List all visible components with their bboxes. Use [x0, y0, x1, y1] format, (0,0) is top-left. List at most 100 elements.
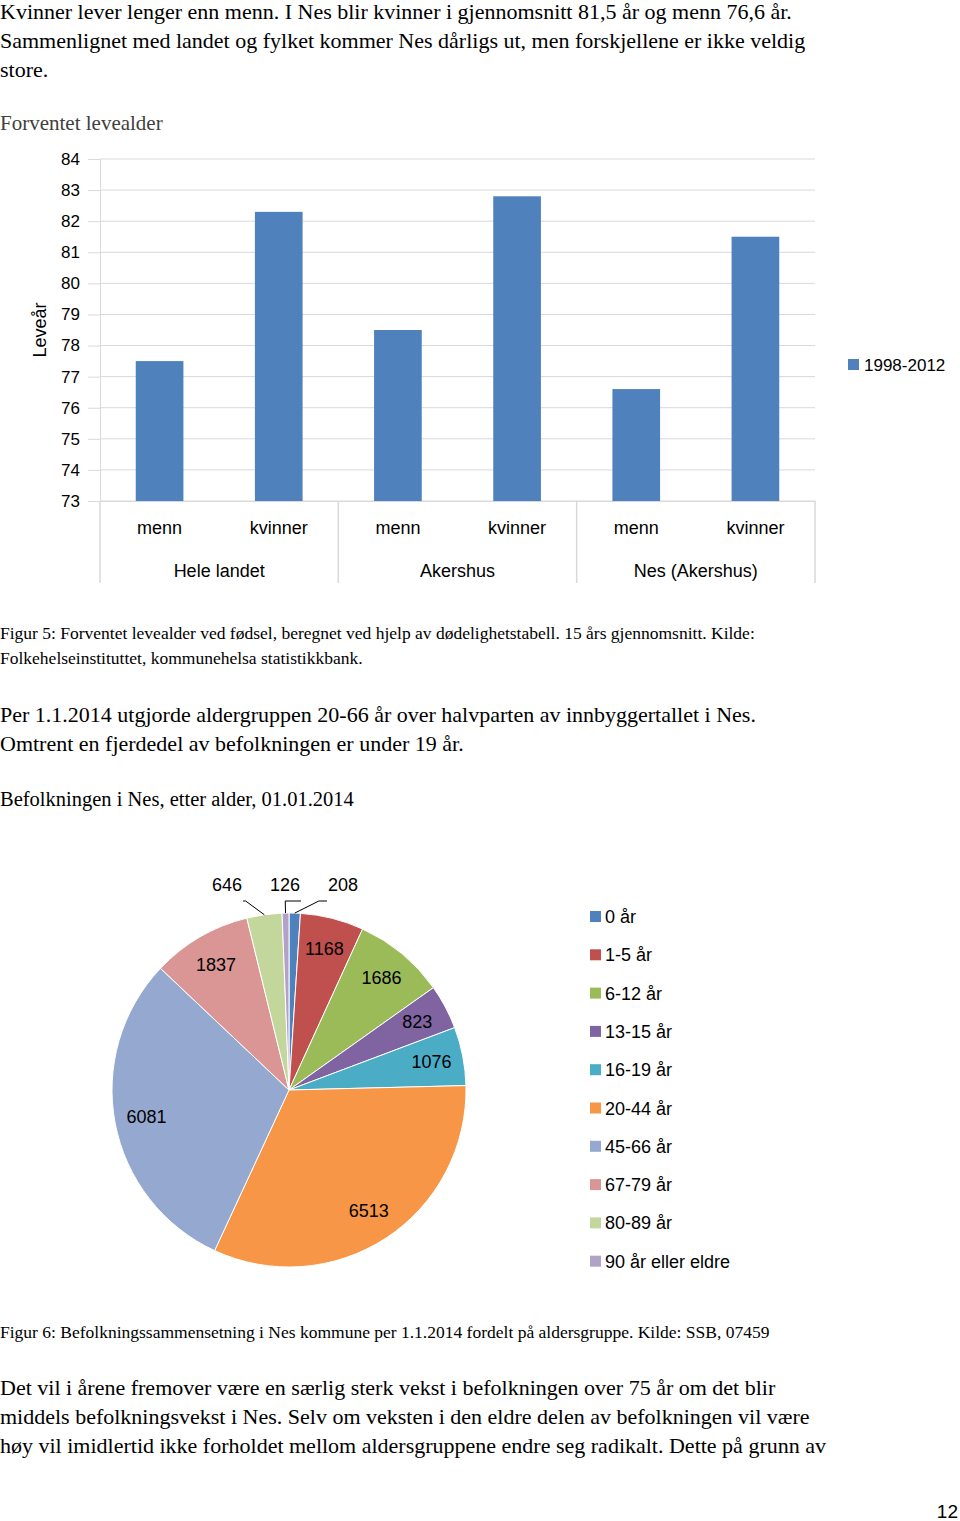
- pie-slice: [289, 1028, 466, 1090]
- grid-line: [100, 407, 815, 408]
- legend-label: 20-44 år: [605, 1099, 672, 1119]
- data-label: 1076: [411, 1052, 451, 1072]
- data-label: 6513: [349, 1201, 389, 1221]
- grid-line: [100, 438, 815, 439]
- data-label: 646: [212, 875, 242, 895]
- paragraph-line: middels befolkningsvekst i Nes. Selv om …: [0, 1404, 810, 1429]
- caption-line: Figur 6: Befolkningssammensetning i Nes …: [0, 1322, 770, 1342]
- legend-swatch: [848, 359, 859, 370]
- legend-swatch: [590, 1141, 601, 1152]
- y-tick-label: 78: [61, 336, 80, 355]
- y-axis-title: Leveår: [30, 302, 50, 357]
- x-tick: menn: [614, 501, 659, 538]
- chart-title: Befolkningen i Nes, etter alder, 01.01.2…: [0, 788, 354, 811]
- y-tick: 75: [61, 430, 100, 449]
- y-tick-mark: [88, 159, 100, 160]
- paragraph-line: Sammenlignet med landet og fylket kommer…: [0, 28, 805, 53]
- data-label: 823: [402, 1012, 432, 1032]
- y-tick: 79: [61, 305, 100, 324]
- legend-swatch: [590, 1256, 601, 1267]
- legend: 0 år1-5 år6-12 år13-15 år16-19 år20-44 å…: [590, 907, 730, 1272]
- grid-line: [100, 314, 815, 315]
- grid-line: [100, 469, 815, 470]
- y-tick: 76: [61, 399, 100, 418]
- x-tick: menn: [137, 501, 182, 538]
- grid-line: [100, 345, 815, 346]
- page-number: 12: [937, 1501, 958, 1521]
- paragraph-line: Per 1.1.2014 utgjorde aldergruppen 20-66…: [0, 702, 756, 727]
- legend-label: 67-79 år: [605, 1175, 672, 1195]
- legend-swatch: [590, 1026, 601, 1037]
- legend-swatch: [590, 911, 601, 922]
- y-tick-mark: [88, 377, 100, 378]
- grid-line: [100, 221, 815, 222]
- legend-swatch: [590, 1217, 601, 1228]
- y-tick: 73: [61, 492, 100, 511]
- caption-line: Folkehelseinstituttet, kommunehelsa stat…: [0, 648, 363, 668]
- bar: [732, 237, 780, 501]
- grid-line: [100, 501, 815, 502]
- grid-line: [100, 190, 815, 191]
- group-label: Hele landet: [174, 561, 265, 581]
- legend-label: 6-12 år: [605, 984, 662, 1004]
- legend-swatch: [590, 988, 601, 999]
- y-tick: 80: [61, 274, 100, 293]
- y-tick-mark: [88, 408, 100, 409]
- y-tick-label: 77: [61, 368, 80, 387]
- y-tick-label: 74: [61, 461, 80, 480]
- legend-swatch: [590, 1103, 601, 1114]
- pie-labels: 116816868231076651360811837646126208: [126, 875, 451, 1221]
- x-tick-label: kvinner: [488, 518, 546, 538]
- y-tick-label: 84: [61, 150, 80, 169]
- y-tick: 78: [61, 336, 100, 355]
- grid: [100, 159, 815, 501]
- legend-swatch: [590, 1179, 601, 1190]
- y-tick-mark: [88, 221, 100, 222]
- x-tick-label: kvinner: [250, 518, 308, 538]
- y-tick: 83: [61, 181, 100, 200]
- page: Kvinner lever lenger enn menn. I Nes bli…: [0, 0, 960, 1521]
- group-separator: [99, 501, 101, 583]
- y-tick-mark: [88, 470, 100, 471]
- group-separator: [338, 501, 340, 583]
- legend-label: 1998-2012: [864, 356, 945, 375]
- x-tick: kvinner: [726, 501, 784, 538]
- data-label: 126: [270, 875, 300, 895]
- pie-slice: [282, 913, 289, 1090]
- group-separator: [576, 501, 578, 583]
- x-tick-label: kvinner: [726, 518, 784, 538]
- x-tick-label: menn: [375, 518, 420, 538]
- x-tick: kvinner: [488, 501, 546, 538]
- chart-title: Forventet levealder: [0, 111, 163, 135]
- bar: [493, 196, 541, 501]
- y-tick-mark: [88, 439, 100, 440]
- legend-label: 45-66 år: [605, 1137, 672, 1157]
- bar: [136, 361, 184, 501]
- x-axis-line: [101, 501, 816, 502]
- bar: [255, 212, 303, 501]
- x-tick-label: menn: [614, 518, 659, 538]
- y-axis: 737475767778798081828384: [61, 150, 100, 511]
- bar: [612, 389, 660, 501]
- y-tick-label: 75: [61, 430, 80, 449]
- legend-swatch: [590, 949, 601, 960]
- grid-line: [100, 283, 815, 284]
- grid-line: [100, 252, 815, 253]
- paragraph-line: Omtrent en fjerdedel av befolkningen er …: [0, 731, 464, 756]
- y-tick: 84: [61, 150, 100, 169]
- y-tick-mark: [88, 252, 100, 253]
- legend-label: 0 år: [605, 907, 636, 927]
- y-tick: 77: [61, 368, 100, 387]
- bar: [374, 330, 422, 501]
- bars: [136, 196, 780, 501]
- data-label: 1168: [305, 939, 344, 959]
- y-tick-mark: [88, 346, 100, 347]
- legend-label: 13-15 år: [605, 1022, 672, 1042]
- y-axis-line: [88, 160, 101, 502]
- y-tick-mark: [88, 190, 100, 191]
- x-tick: menn: [375, 501, 420, 538]
- paragraph-line: høy vil imidlertid ikke forholdet mellom…: [0, 1433, 826, 1458]
- data-label: 6081: [126, 1107, 166, 1127]
- paragraph-line: Det vil i årene fremover være en særlig …: [0, 1375, 776, 1400]
- caption-line: Figur 5: Forventet levealder ved fødsel,…: [0, 623, 755, 643]
